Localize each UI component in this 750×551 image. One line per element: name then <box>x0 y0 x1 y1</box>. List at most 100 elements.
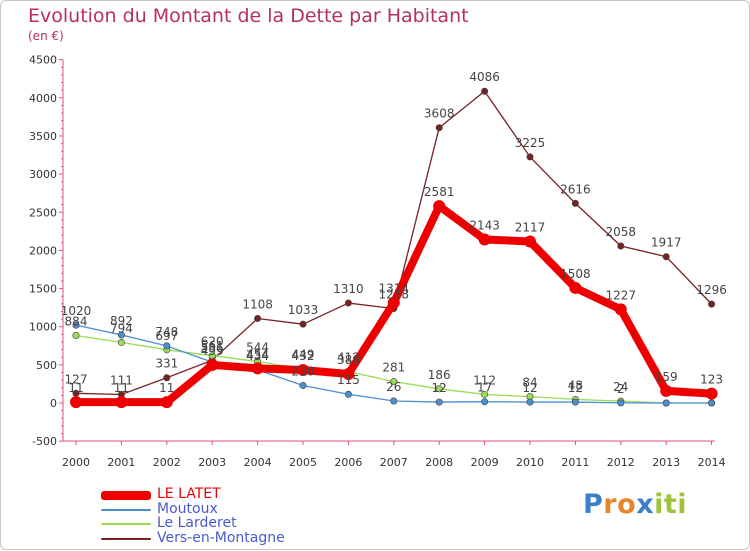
data-label: 1033 <box>288 303 319 317</box>
x-tick-label: 2013 <box>652 456 680 469</box>
data-point <box>617 399 625 407</box>
y-tick-label: 3000 <box>29 168 57 181</box>
data-label: 159 <box>655 370 678 384</box>
data-label: 561 <box>201 339 224 353</box>
data-label: 115 <box>337 373 360 387</box>
data-label: 1108 <box>242 297 273 311</box>
data-label: 186 <box>428 368 451 382</box>
x-tick-label: 2000 <box>62 456 90 469</box>
data-point <box>72 332 80 340</box>
chart-subtitle: (en €) <box>28 29 64 43</box>
data-point <box>72 321 80 329</box>
data-point <box>299 381 307 389</box>
data-point <box>117 338 125 346</box>
data-label: 1310 <box>333 282 364 296</box>
data-label: 24 <box>613 380 628 394</box>
series-line <box>75 90 713 396</box>
data-point <box>524 235 536 248</box>
data-point <box>387 296 400 309</box>
data-label: 26 <box>386 380 401 394</box>
data-label: 2058 <box>606 225 637 239</box>
data-label: 17 <box>477 381 492 395</box>
logo-letter: P <box>583 489 604 520</box>
legend-label: Le Larderet <box>157 515 237 531</box>
data-label: 380 <box>337 353 360 367</box>
data-label: 2143 <box>469 218 500 232</box>
legend-label: Vers-en-Montagne <box>157 529 285 546</box>
y-tick-label: 2000 <box>29 244 57 257</box>
data-label: 544 <box>246 340 269 354</box>
legend-label: LE LATET <box>157 486 221 502</box>
data-label: 1020 <box>61 304 92 318</box>
data-label: 1238 <box>379 288 410 302</box>
y-tick-label: 4500 <box>29 54 57 67</box>
data-point <box>251 362 264 375</box>
y-tick-label: 3500 <box>29 130 57 143</box>
data-point <box>435 385 443 393</box>
data-point <box>614 303 627 316</box>
data-point <box>481 87 489 95</box>
data-label: 12 <box>432 381 447 395</box>
data-point <box>478 233 491 246</box>
data-point <box>70 396 82 409</box>
data-point <box>206 358 219 371</box>
data-label: 111 <box>110 374 133 388</box>
data-point <box>390 378 398 386</box>
data-point <box>526 153 534 161</box>
data-point <box>705 387 718 400</box>
x-tick-label: 2012 <box>607 456 635 469</box>
data-point <box>160 396 173 409</box>
data-label: 3608 <box>424 107 455 121</box>
data-label: 281 <box>382 361 405 375</box>
data-point <box>163 374 171 382</box>
data-label: 1917 <box>651 236 682 250</box>
data-label: 2616 <box>560 182 591 196</box>
y-tick-label: 500 <box>36 359 57 372</box>
chart-title: Evolution du Montant de la Dette par Hab… <box>28 5 469 27</box>
data-label: 748 <box>155 325 178 339</box>
data-point <box>617 242 625 250</box>
x-tick-label: 2001 <box>107 456 135 469</box>
data-label: 123 <box>700 373 723 387</box>
data-point <box>163 342 171 350</box>
data-label: 11 <box>68 381 83 395</box>
x-tick-label: 2004 <box>244 456 272 469</box>
data-label: 2581 <box>424 185 455 199</box>
x-tick-label: 2014 <box>698 456 726 469</box>
data-label: 697 <box>155 329 178 343</box>
data-label: 2 <box>617 382 625 396</box>
data-label: 12 <box>568 381 583 395</box>
y-tick-label: 1000 <box>29 321 57 334</box>
data-point <box>117 331 125 339</box>
legend-swatch <box>101 491 151 500</box>
x-tick-label: 2011 <box>561 456 589 469</box>
data-label: 1227 <box>606 288 637 302</box>
data-label: 1314 <box>379 282 410 296</box>
logo-letter: r <box>603 489 618 520</box>
data-label: 412 <box>337 351 360 365</box>
y-tick-label: 2500 <box>29 206 57 219</box>
data-label: 794 <box>110 321 133 335</box>
x-tick-label: 2007 <box>380 456 408 469</box>
data-label: 449 <box>292 348 315 362</box>
data-label: 434 <box>246 349 269 363</box>
data-point <box>297 364 309 377</box>
data-label: 230 <box>292 364 315 378</box>
data-point <box>299 320 307 328</box>
data-point <box>254 314 262 322</box>
legend-swatch <box>101 523 151 525</box>
data-point <box>526 398 534 406</box>
data-point <box>433 200 446 213</box>
legend-swatch <box>101 508 151 511</box>
data-point <box>708 300 716 308</box>
data-label: 884 <box>65 315 88 329</box>
logo-letter: t <box>663 489 678 520</box>
x-tick-label: 2010 <box>516 456 544 469</box>
data-label: 48 <box>568 378 583 392</box>
data-point <box>435 124 443 132</box>
y-tick-label: 4000 <box>29 92 57 105</box>
data-point <box>344 390 352 398</box>
data-label: 499 <box>201 344 224 358</box>
logo-letter: o <box>617 489 637 520</box>
